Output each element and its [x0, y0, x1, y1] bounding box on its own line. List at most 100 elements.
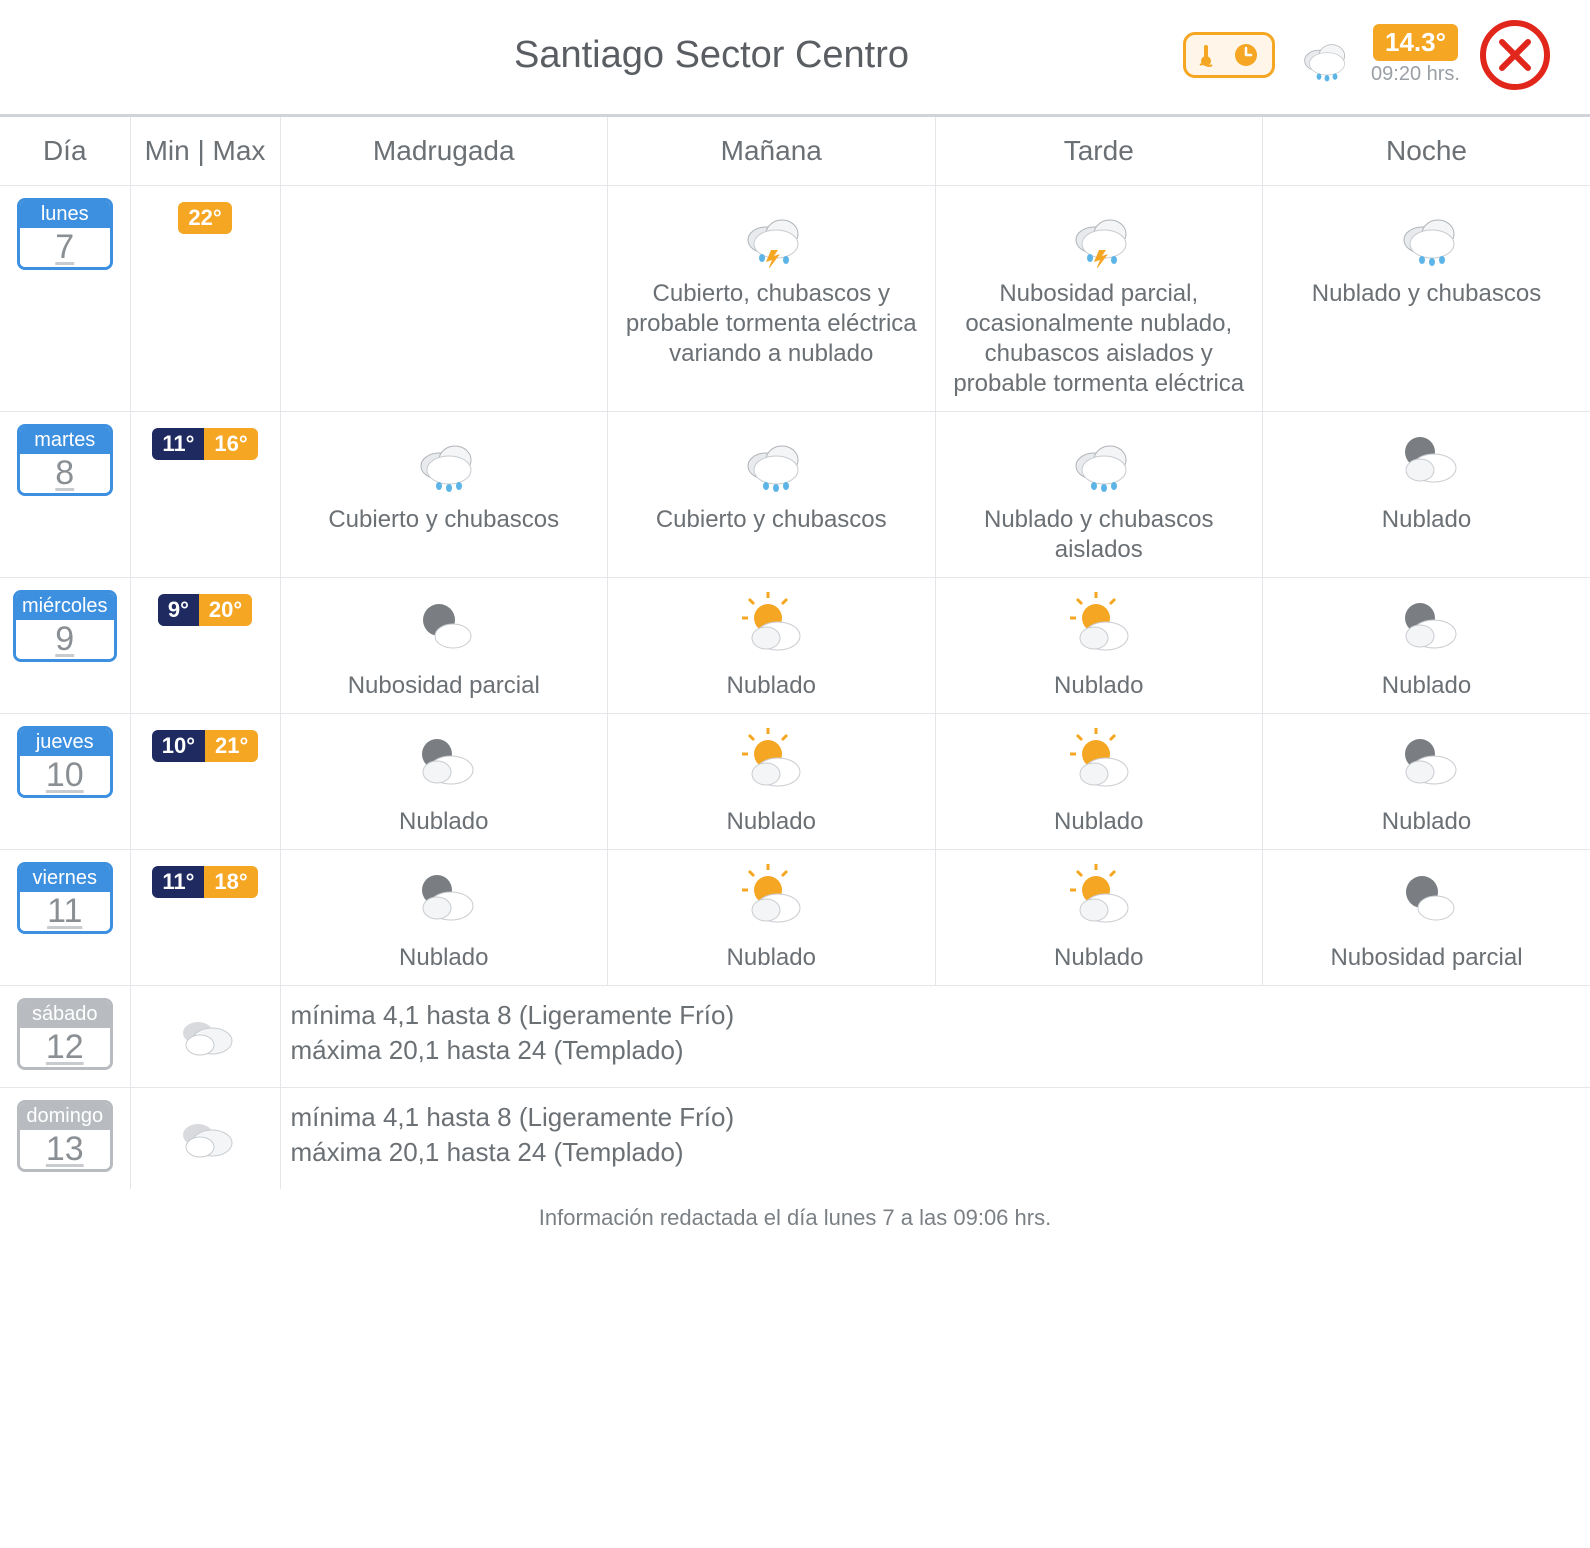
period-cell — [280, 186, 608, 412]
forecast-table: Día Min | Max Madrugada Mañana Tarde Noc… — [0, 114, 1590, 1189]
weather-icon-storm — [736, 198, 806, 268]
weather-icon-clouds — [170, 1101, 240, 1171]
col-header-day: Día — [0, 116, 130, 186]
day-number: 9 — [16, 620, 114, 659]
period-desc: Nublado — [946, 671, 1253, 701]
day-name: jueves — [20, 729, 110, 756]
current-weather-icon — [1295, 27, 1351, 83]
min-temp: 10° — [152, 730, 205, 762]
summary-icon-cell — [130, 986, 280, 1088]
header: Santiago Sector Centro 14.3° 09:20 hrs. — [0, 0, 1590, 114]
day-number: 10 — [20, 756, 110, 795]
period-desc: Nublado — [618, 671, 925, 701]
weather-icon-night-cloud — [409, 862, 479, 932]
period-desc: Nublado — [946, 943, 1253, 973]
period-desc: Cubierto y chubascos — [291, 505, 598, 535]
period-cell: Nubosidad parcial — [280, 578, 608, 714]
period-cell: Nublado — [1263, 412, 1590, 578]
minmax-chip: 10°21° — [152, 730, 259, 762]
day-number: 12 — [20, 1028, 110, 1067]
weather-icon-rain — [1064, 424, 1134, 494]
day-pill: viernes11 — [17, 862, 113, 934]
forecast-row: miércoles99°20°Nubosidad parcialNubladoN… — [0, 578, 1590, 714]
current-temp-block: 14.3° 09:20 hrs. — [1371, 24, 1460, 86]
period-desc: Nublado — [291, 943, 598, 973]
weather-icon-storm — [1064, 198, 1134, 268]
day-name: miércoles — [16, 593, 114, 620]
forecast-row: domingo13 mínima 4,1 hasta 8 (Ligeramente… — [0, 1088, 1590, 1190]
page-title: Santiago Sector Centro — [240, 34, 1183, 77]
weather-icon-rain — [736, 424, 806, 494]
col-header-tarde: Tarde — [935, 116, 1263, 186]
day-number: 11 — [20, 892, 110, 931]
day-pill: miércoles9 — [13, 590, 117, 662]
max-temp: 22° — [178, 202, 231, 234]
col-header-manana: Mañana — [608, 116, 936, 186]
day-pill: lunes7 — [17, 198, 113, 270]
day-name: domingo — [20, 1103, 110, 1130]
weather-icon-night-cloud — [1392, 726, 1462, 796]
min-temp: 11° — [152, 866, 204, 898]
thermometer-icon — [1198, 41, 1226, 69]
period-cell: Nublado — [935, 850, 1263, 986]
weather-icon-night-cloud — [1392, 424, 1462, 494]
day-name: lunes — [20, 201, 110, 228]
period-cell: Nublado — [1263, 714, 1590, 850]
period-desc: Nublado — [618, 943, 925, 973]
minmax-chip: 22° — [178, 202, 231, 234]
period-cell: Nublado — [608, 714, 936, 850]
forecast-row: martes8 11°16° Cubierto y chubascos Cubiert… — [0, 412, 1590, 578]
period-cell: Cubierto y chubascos — [280, 412, 608, 578]
period-cell: Nubosidad parcial, ocasionalmente nublad… — [935, 186, 1263, 412]
col-header-madrugada: Madrugada — [280, 116, 608, 186]
forecast-row: viernes1111°18°NubladoNubladoNubladoNubo… — [0, 850, 1590, 986]
day-name: sábado — [20, 1001, 110, 1028]
period-cell: Nublado y chubascos aislados — [935, 412, 1263, 578]
period-cell: Nublado — [608, 850, 936, 986]
period-desc: Nublado — [291, 807, 598, 837]
day-number: 13 — [20, 1130, 110, 1169]
weather-icon-sun-cloud — [1064, 726, 1134, 796]
weather-icon-sun-cloud — [736, 726, 806, 796]
header-right: 14.3° 09:20 hrs. — [1183, 20, 1550, 90]
day-number: 8 — [20, 454, 110, 493]
min-temp: 11° — [152, 428, 204, 460]
max-temp: 16° — [204, 428, 257, 460]
clock-icon — [1232, 41, 1260, 69]
period-cell: Nublado — [935, 714, 1263, 850]
period-cell: Nublado — [935, 578, 1263, 714]
weather-icon-sun-cloud — [1064, 862, 1134, 932]
summary-icon-cell — [130, 1088, 280, 1190]
close-button[interactable] — [1480, 20, 1550, 90]
max-temp: 18° — [204, 866, 257, 898]
day-pill: domingo13 — [17, 1100, 113, 1172]
period-desc: Nublado — [946, 807, 1253, 837]
period-desc: Cubierto, chubascos y probable tormenta … — [618, 279, 925, 369]
period-cell: Nublado — [280, 714, 608, 850]
realtime-badge[interactable] — [1183, 32, 1275, 78]
day-number: 7 — [20, 228, 110, 267]
weather-icon-sun-cloud — [736, 590, 806, 660]
col-header-minmax: Min | Max — [130, 116, 280, 186]
summary-text: mínima 4,1 hasta 8 (Ligeramente Frío)máx… — [280, 1088, 1590, 1190]
period-cell: Nublado y chubascos — [1263, 186, 1590, 412]
day-name: martes — [20, 427, 110, 454]
day-pill: sábado12 — [17, 998, 113, 1070]
period-desc: Nublado y chubascos aislados — [946, 505, 1253, 565]
period-cell: Nublado — [608, 578, 936, 714]
period-desc: Nublado — [618, 807, 925, 837]
period-cell: Cubierto y chubascos — [608, 412, 936, 578]
weather-icon-sun-cloud — [1064, 590, 1134, 660]
period-desc: Nublado — [1273, 807, 1580, 837]
period-desc: Nubosidad parcial — [291, 671, 598, 701]
summary-text: mínima 4,1 hasta 8 (Ligeramente Frío)máx… — [280, 986, 1590, 1088]
period-desc: Nubosidad parcial, ocasionalmente nublad… — [946, 279, 1253, 399]
weather-icon-rain — [409, 424, 479, 494]
day-pill: martes8 — [17, 424, 113, 496]
weather-icon-clouds — [170, 999, 240, 1069]
period-cell: Cubierto, chubascos y probable tormenta … — [608, 186, 936, 412]
period-desc: Nublado — [1273, 671, 1580, 701]
period-cell: Nublado — [280, 850, 608, 986]
minmax-chip: 11°18° — [152, 866, 257, 898]
max-temp: 20° — [199, 594, 252, 626]
